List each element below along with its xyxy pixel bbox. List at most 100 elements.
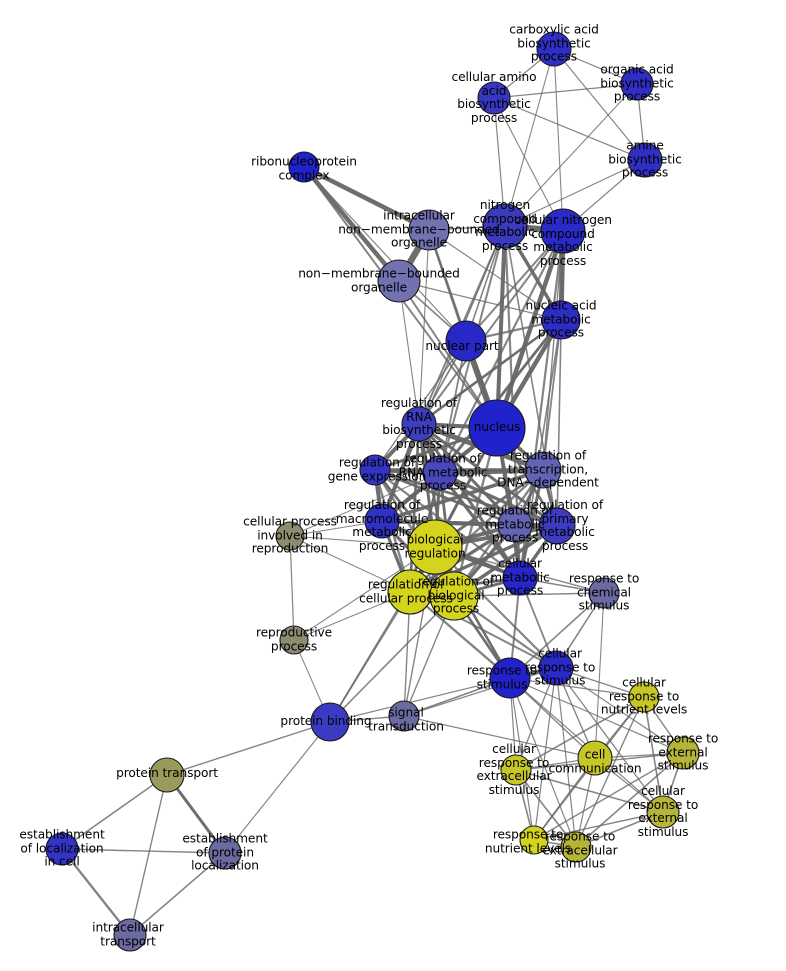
graph-node[interactable] (541, 300, 581, 340)
graph-edge (418, 229, 430, 425)
graph-edge (504, 83, 638, 227)
graph-edge (380, 468, 545, 523)
graph-edge (542, 319, 562, 471)
graph-node[interactable] (482, 203, 528, 249)
graph-edge (403, 667, 557, 717)
graph-edge (575, 696, 645, 848)
graph-edge (417, 422, 522, 580)
graph-edge (515, 769, 664, 813)
graph-edge (509, 677, 577, 848)
graph-node[interactable] (208, 836, 242, 870)
graph-node[interactable] (477, 81, 511, 115)
graph-edge (509, 592, 605, 679)
graph-edge (575, 752, 684, 848)
graph-edge (301, 164, 432, 233)
graph-node[interactable] (540, 208, 586, 254)
graph-node[interactable] (502, 560, 538, 596)
graph-edge (303, 166, 467, 342)
graph-edge (293, 546, 436, 641)
graph-edge (509, 677, 645, 698)
graph-node[interactable] (666, 736, 700, 770)
edge-layer (60, 48, 684, 937)
graph-node[interactable] (628, 681, 660, 713)
graph-node[interactable] (445, 320, 487, 362)
graph-edge (504, 159, 646, 227)
graph-node[interactable] (500, 754, 532, 786)
graph-node[interactable] (620, 67, 654, 101)
graph-edge (515, 696, 645, 771)
graph-node[interactable] (489, 657, 531, 699)
graph-node[interactable] (519, 825, 549, 855)
graph-node[interactable] (627, 142, 663, 178)
graph-node[interactable] (288, 151, 320, 183)
graph-node[interactable] (407, 519, 463, 575)
graph-edge (493, 97, 564, 232)
graph-edge (289, 535, 295, 641)
graph-edge (60, 847, 132, 937)
graph-edge (403, 715, 596, 759)
graph-edge (301, 164, 402, 284)
graph-edge (515, 769, 577, 848)
graph-edge (515, 667, 557, 771)
graph-edge (493, 97, 646, 161)
graph-edge (542, 230, 564, 471)
graph-edge (418, 230, 564, 425)
graph-edge (289, 472, 441, 537)
graph-edge (61, 774, 168, 850)
graph-edge (129, 774, 168, 936)
graph-node[interactable] (536, 31, 572, 67)
graph-node[interactable] (468, 399, 526, 457)
graph-edge (509, 677, 684, 754)
graph-edge (553, 48, 646, 161)
graph-node[interactable] (359, 454, 391, 486)
graph-node[interactable] (577, 740, 613, 776)
graph-node[interactable] (408, 209, 450, 251)
graph-edge (329, 595, 455, 723)
graph-edge (129, 852, 226, 936)
graph-edge (398, 280, 420, 425)
graph-edge (329, 591, 411, 723)
graph-edge (533, 811, 664, 841)
graph-edge (433, 545, 558, 670)
graph-node[interactable] (275, 521, 305, 551)
graph-node[interactable] (497, 507, 533, 543)
graph-node[interactable] (524, 451, 562, 489)
graph-edge (452, 468, 545, 598)
graph-edge (453, 592, 605, 597)
graph-node[interactable] (538, 507, 576, 545)
graph-edge (504, 48, 555, 227)
graph-edge (494, 228, 566, 431)
node-layer (45, 31, 700, 952)
graph-node[interactable] (279, 625, 309, 655)
graph-edge (594, 592, 605, 759)
graph-edge (398, 280, 498, 429)
graph-edge (438, 229, 565, 475)
graph-node[interactable] (588, 577, 620, 609)
graph-node[interactable] (646, 795, 680, 829)
graph-edge (495, 224, 507, 430)
graph-edge (329, 677, 511, 723)
graph-node[interactable] (560, 831, 592, 863)
graph-node[interactable] (387, 569, 433, 615)
graph-edge (166, 721, 331, 776)
graph-edge (61, 848, 226, 854)
graph-node[interactable] (377, 259, 421, 303)
graph-node[interactable] (364, 503, 400, 539)
graph-edge (224, 721, 331, 854)
graph-node[interactable] (45, 832, 79, 866)
graph-node[interactable] (538, 650, 574, 686)
graph-edge (438, 471, 559, 528)
graph-node[interactable] (310, 702, 350, 742)
graph-node[interactable] (422, 455, 458, 491)
graph-node[interactable] (113, 918, 147, 952)
graph-node[interactable] (388, 700, 420, 732)
graph-node[interactable] (149, 757, 185, 793)
graph-edge (374, 340, 467, 471)
graph-node[interactable] (429, 571, 479, 621)
graph-edge (417, 318, 563, 426)
graph-edge (438, 318, 563, 475)
graph-node[interactable] (401, 406, 437, 442)
graph-edge (465, 230, 564, 342)
